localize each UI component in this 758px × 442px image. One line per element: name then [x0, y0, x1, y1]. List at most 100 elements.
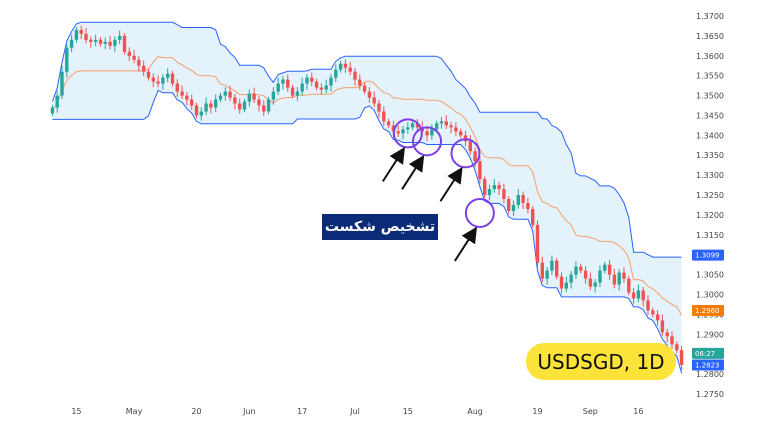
candle-body	[679, 350, 684, 365]
candle-body	[617, 272, 621, 285]
candle-body	[233, 97, 237, 104]
candle	[646, 295, 650, 315]
candle	[242, 98, 247, 113]
candle-body	[305, 77, 309, 84]
arrow	[439, 166, 463, 202]
candle-body	[223, 91, 227, 96]
candle-body	[74, 29, 79, 40]
x-tick-label: 15	[403, 407, 413, 416]
candle	[598, 265, 602, 287]
candle-body	[324, 85, 328, 90]
candle	[502, 183, 506, 204]
candle	[526, 197, 530, 214]
x-tick-label: Sep	[583, 407, 598, 416]
candle	[425, 127, 429, 142]
candle	[218, 92, 223, 103]
candle	[631, 288, 636, 304]
candle-body	[156, 81, 160, 84]
arrow	[454, 226, 478, 262]
candle	[535, 220, 540, 268]
candle-body	[511, 205, 516, 211]
candle	[180, 85, 184, 100]
candle	[665, 328, 669, 343]
candle-body	[468, 141, 472, 152]
candle	[98, 37, 103, 47]
x-tick-label: 16	[633, 407, 643, 416]
candle-body	[396, 131, 400, 134]
y-tick-label: 1.2900	[696, 330, 724, 339]
candle	[156, 75, 160, 88]
candle-body	[507, 199, 511, 211]
candle-body	[391, 125, 396, 132]
candle	[444, 115, 448, 129]
candle-body	[113, 39, 117, 46]
candle	[55, 91, 59, 113]
candle-body	[84, 33, 88, 40]
price-tag-label: 06:27	[695, 350, 715, 358]
candle	[65, 44, 69, 78]
breakout-annotation: تشخیص شکست	[322, 214, 438, 240]
y-tick-label: 1.2750	[696, 390, 724, 399]
price-tag-bg	[692, 304, 724, 316]
candle	[89, 36, 93, 48]
candle-body	[190, 99, 194, 106]
candle-body	[454, 127, 458, 132]
candle-body	[137, 59, 141, 66]
candle-body	[627, 278, 631, 293]
upper-band-line	[51, 21, 682, 258]
candle	[487, 184, 492, 201]
candle	[290, 84, 295, 99]
candle-body	[271, 91, 276, 100]
candle-body	[185, 95, 189, 100]
candle-body	[497, 185, 501, 190]
candle	[190, 94, 194, 110]
candle	[617, 269, 621, 291]
candle	[468, 135, 472, 155]
candle-body	[266, 99, 271, 112]
candle-body	[122, 35, 127, 52]
candle-body	[161, 77, 165, 84]
candle	[507, 196, 511, 214]
candle	[170, 70, 175, 87]
candle	[612, 268, 617, 289]
candle	[516, 189, 520, 209]
candle	[324, 79, 328, 94]
candle-body	[569, 274, 573, 283]
candle	[233, 93, 237, 110]
candle	[353, 68, 357, 86]
candle	[377, 99, 381, 118]
candle	[559, 272, 564, 294]
candle-body	[103, 41, 107, 44]
candle	[449, 121, 453, 134]
candle-body	[540, 262, 544, 279]
candle-body	[430, 129, 434, 136]
candle-body	[194, 105, 199, 116]
candle-body	[535, 224, 540, 263]
candle-body	[362, 85, 367, 92]
candle	[459, 128, 463, 139]
breakout-circle	[392, 118, 423, 149]
candle	[555, 257, 559, 280]
price-tag: 1.2823	[692, 359, 724, 371]
price-tags: 1.3099 1.2960 06:27 1.2823	[692, 249, 724, 371]
candle	[166, 68, 170, 83]
x-tick-label: May	[126, 407, 143, 416]
candle-body	[492, 185, 496, 190]
candle	[151, 73, 155, 87]
candle-body	[218, 95, 223, 100]
candle-body	[93, 39, 98, 42]
candle-body	[55, 95, 59, 108]
candle	[603, 261, 607, 274]
candle	[483, 176, 487, 198]
candle	[295, 87, 300, 101]
candle	[607, 260, 612, 280]
candle-body	[262, 105, 266, 112]
candle-body	[175, 83, 179, 92]
candle-body	[603, 264, 607, 271]
candle	[262, 100, 266, 116]
candle-body	[257, 99, 261, 106]
candle-body	[353, 71, 357, 80]
band-fill	[52, 22, 682, 374]
